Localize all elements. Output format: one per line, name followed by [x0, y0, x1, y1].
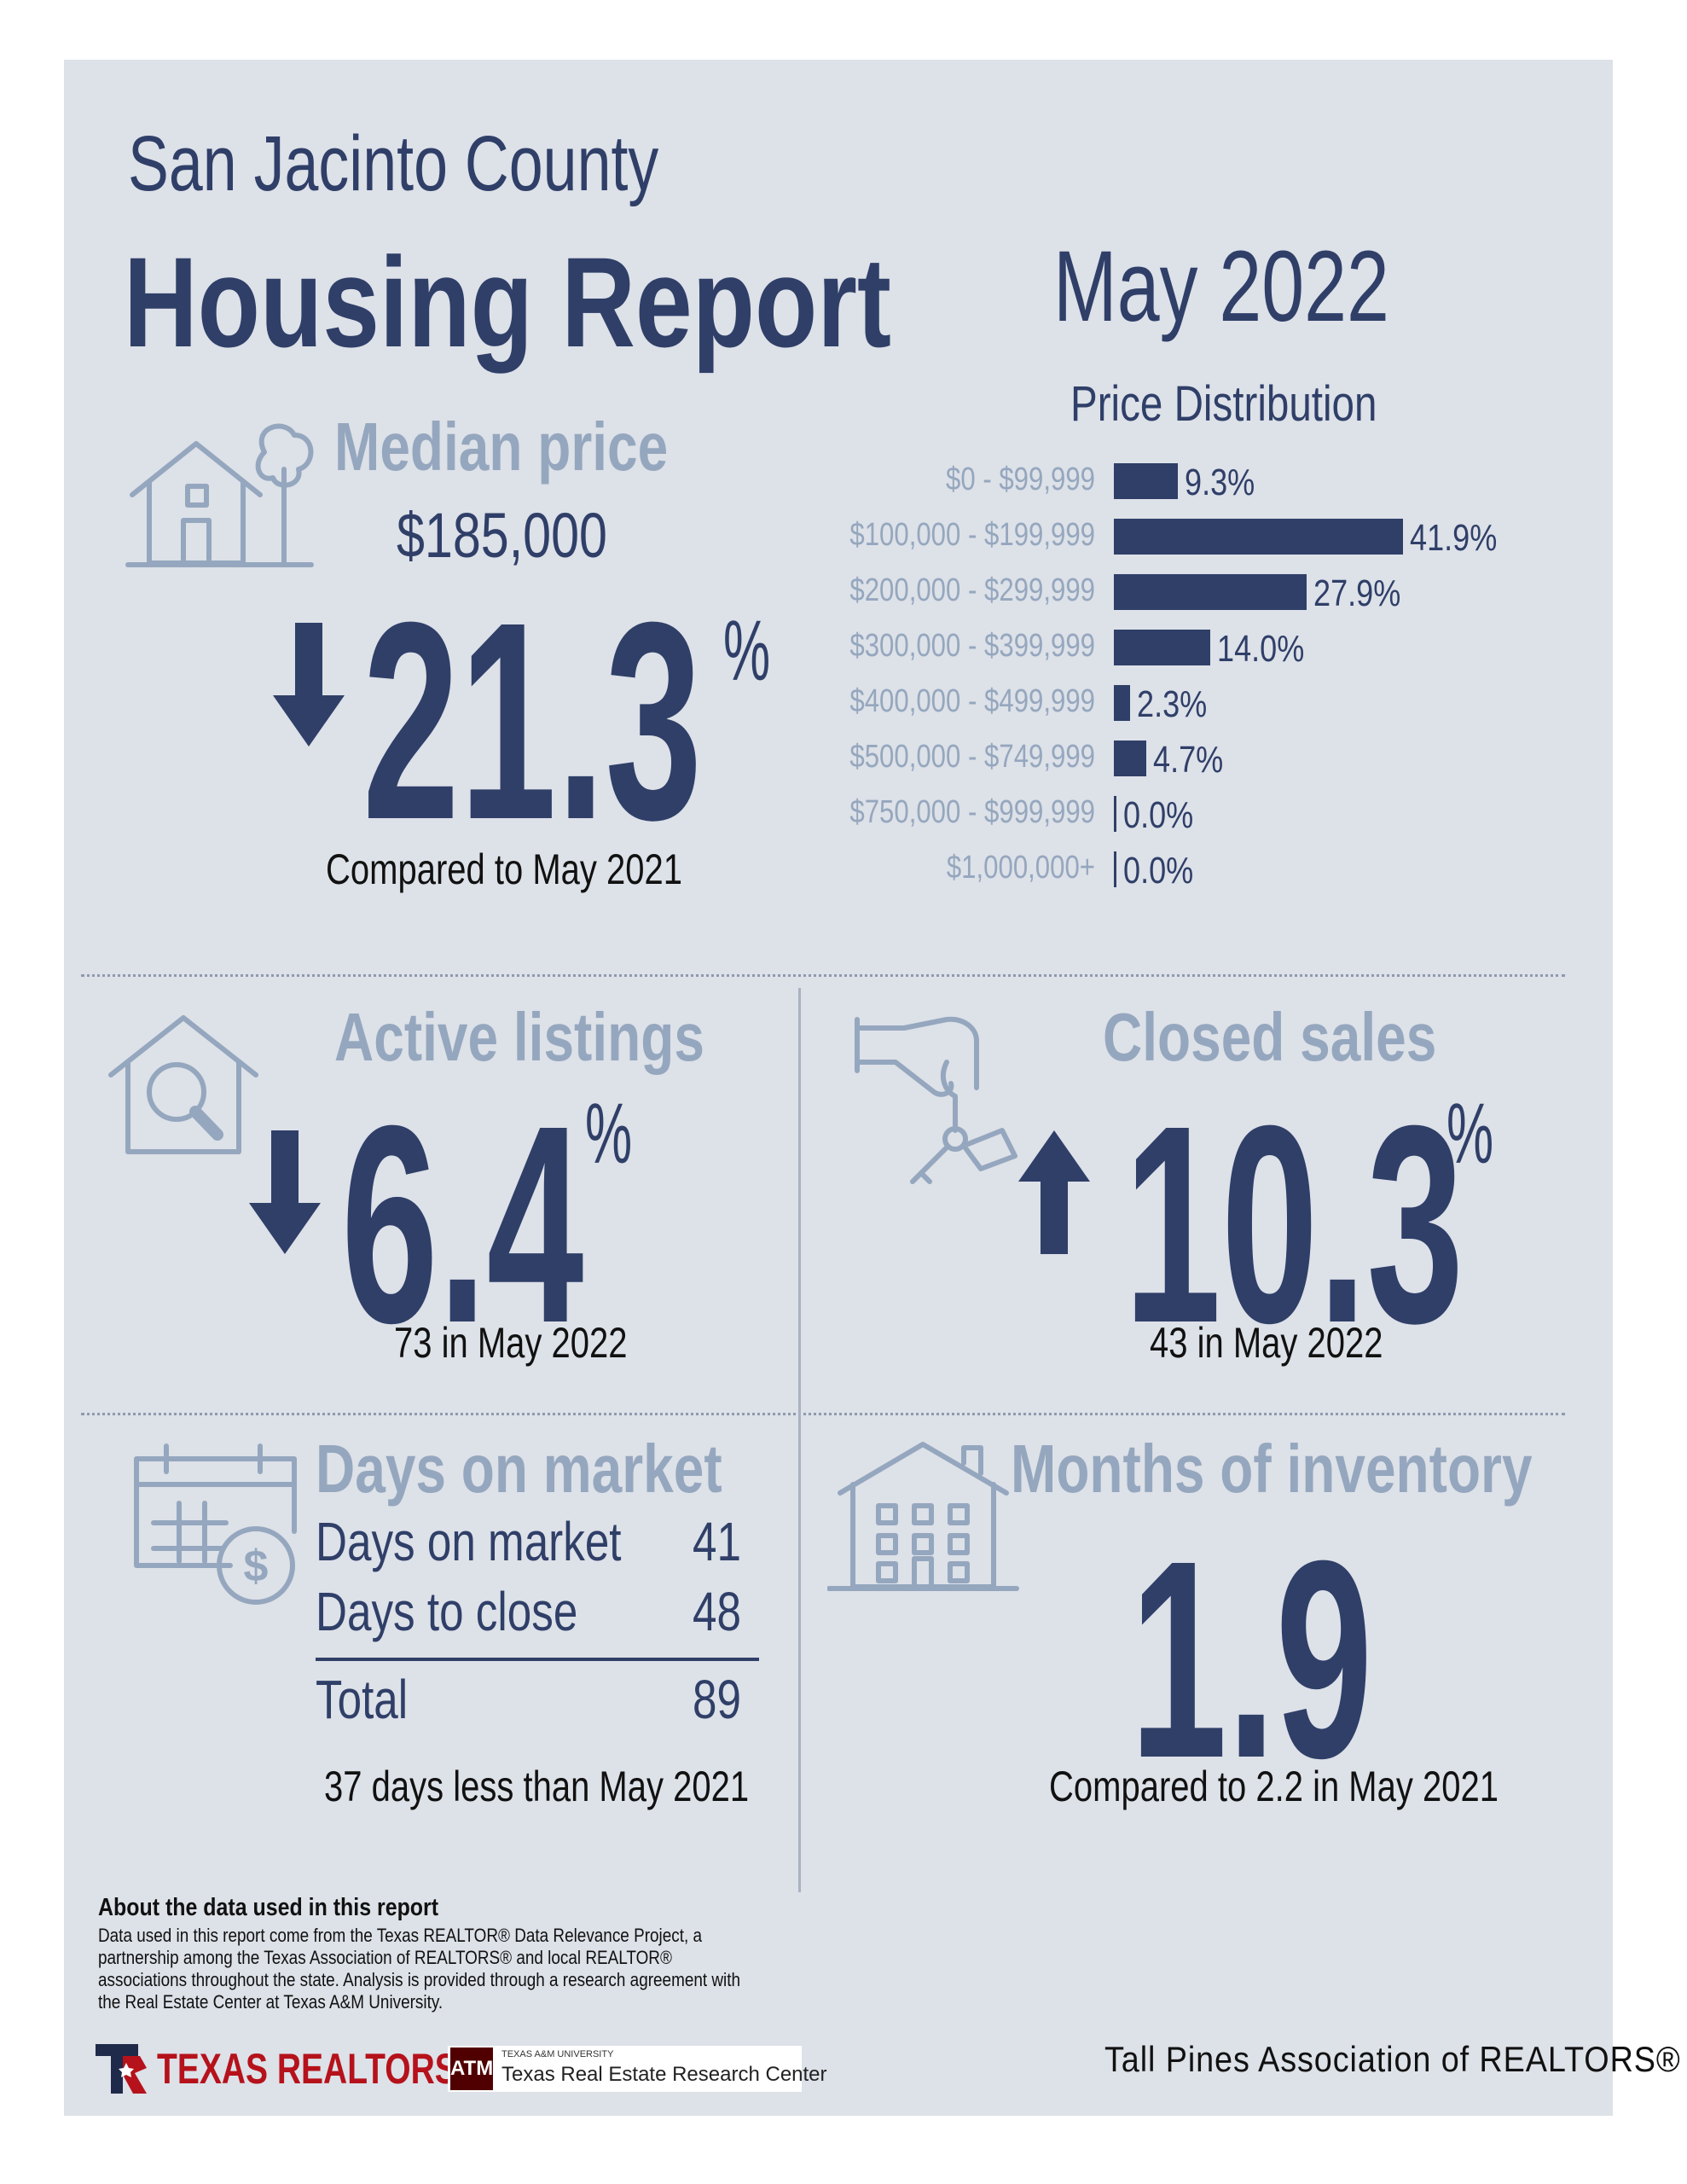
- price-bucket-bar: [1114, 574, 1307, 610]
- house-with-tree-icon: [125, 423, 314, 567]
- about-title: About the data used in this report: [98, 1894, 439, 1921]
- down-arrow-icon: [273, 623, 345, 746]
- price-bucket-label: $500,000 - $749,999: [849, 739, 1095, 775]
- price-bucket-value: 2.3%: [1136, 683, 1207, 725]
- closed-sales-change: 10.3: [1124, 1066, 1464, 1381]
- up-arrow-icon: [1018, 1130, 1090, 1254]
- price-bucket-value: 27.9%: [1313, 572, 1401, 614]
- days-on-market-row-label: Days on market: [316, 1511, 622, 1572]
- price-bucket-bar: [1114, 630, 1211, 665]
- price-bucket-label: $100,000 - $199,999: [849, 517, 1095, 553]
- report-period: May 2022: [1053, 230, 1389, 343]
- months-inventory-title: Months of inventory: [1011, 1431, 1533, 1507]
- closed-sales-caption: 43 in May 2022: [1150, 1319, 1383, 1367]
- median-price-title: Median price: [334, 409, 669, 485]
- active-listings-percent-sign: %: [585, 1086, 633, 1182]
- total-divider-line: [316, 1658, 759, 1661]
- days-on-market-row-value: 41: [693, 1511, 741, 1572]
- down-arrow-icon: [249, 1130, 321, 1254]
- price-bucket-bar: [1114, 463, 1179, 499]
- price-bucket-label: $0 - $99,999: [946, 462, 1095, 497]
- county-name: San Jacinto County: [128, 120, 659, 207]
- divider-vertical: [798, 988, 801, 1892]
- days-to-close-row-label: Days to close: [316, 1581, 578, 1642]
- hand-with-keys-icon: [855, 1016, 1017, 1184]
- texas-realtors-logo: TEXAS REALTORS: [157, 2045, 457, 2093]
- price-bucket-bar: [1114, 685, 1130, 721]
- days-total-label: Total: [316, 1669, 409, 1730]
- median-price-percent-sign: %: [723, 603, 771, 699]
- closed-sales-percent-sign: %: [1446, 1086, 1494, 1182]
- active-listings-caption: 73 in May 2022: [394, 1319, 628, 1367]
- price-bucket-bar: [1114, 741, 1147, 776]
- price-bucket-value: 14.0%: [1217, 628, 1305, 670]
- price-bucket-label: $400,000 - $499,999: [849, 683, 1095, 719]
- days-to-close-row-value: 48: [693, 1581, 741, 1642]
- price-bucket-value: 0.0%: [1123, 794, 1194, 836]
- divider-top: [81, 974, 1565, 977]
- report-panel: [64, 60, 1613, 2116]
- price-bucket-value: 4.7%: [1153, 739, 1224, 781]
- svg-text:$: $: [244, 1542, 269, 1591]
- price-distribution-title: Price Distribution: [1070, 376, 1377, 432]
- report-title: Housing Report: [124, 230, 891, 374]
- tamu-university-label: TEXAS A&M UNIVERSITY: [501, 2049, 614, 2059]
- divider-middle: [81, 1413, 1565, 1415]
- apartment-building-icon: [827, 1442, 1019, 1591]
- days-on-market-caption: 37 days less than May 2021: [324, 1763, 750, 1810]
- price-bucket-bar: [1114, 796, 1116, 832]
- price-bucket-value: 0.0%: [1123, 850, 1194, 892]
- median-price-caption: Compared to May 2021: [326, 845, 683, 893]
- tamu-logo-icon: ATM: [450, 2048, 493, 2090]
- texas-realtors-logo-icon: [96, 2044, 147, 2094]
- price-bucket-label: $1,000,000+: [946, 850, 1095, 886]
- days-total-value: 89: [693, 1669, 741, 1730]
- days-on-market-title: Days on market: [316, 1431, 722, 1507]
- price-bucket-label: $750,000 - $999,999: [849, 794, 1095, 830]
- calendar-dollar-icon: $: [134, 1443, 297, 1605]
- house-magnifier-icon: [108, 1015, 258, 1154]
- tamu-center-name: Texas Real Estate Research Center: [501, 2063, 827, 2086]
- active-listings-change: 6.4: [341, 1066, 584, 1381]
- active-listings-title: Active listings: [334, 999, 704, 1075]
- price-bucket-value: 41.9%: [1410, 517, 1498, 559]
- median-price-change: 21.3: [362, 563, 703, 878]
- months-inventory-caption: Compared to 2.2 in May 2021: [1049, 1763, 1499, 1810]
- price-bucket-bar: [1114, 851, 1116, 887]
- median-price-value: $185,000: [397, 500, 607, 571]
- about-text: Data used in this report come from the T…: [98, 1925, 741, 2013]
- closed-sales-title: Closed sales: [1103, 999, 1437, 1075]
- price-bucket-value: 9.3%: [1185, 462, 1255, 503]
- price-bucket-bar: [1114, 519, 1404, 555]
- association-name: Tall Pines Association of REALTORS®: [1104, 2039, 1681, 2079]
- price-bucket-label: $200,000 - $299,999: [849, 572, 1095, 608]
- price-bucket-label: $300,000 - $399,999: [849, 628, 1095, 664]
- tamu-logo-box: [448, 2046, 802, 2092]
- months-inventory-value: 1.9: [1130, 1502, 1373, 1816]
